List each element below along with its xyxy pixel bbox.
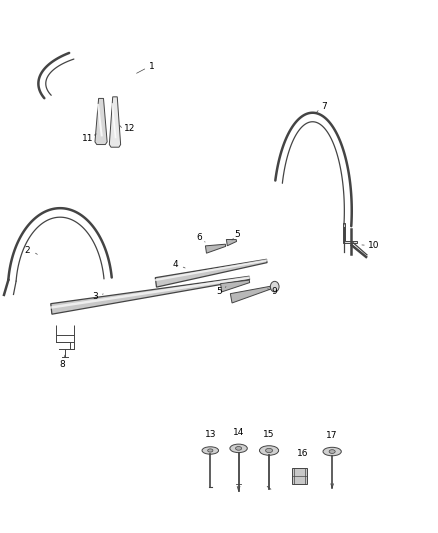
Polygon shape: [205, 244, 226, 253]
Text: 16: 16: [297, 449, 309, 458]
Text: 2: 2: [25, 246, 30, 255]
Text: 8: 8: [60, 360, 65, 369]
Text: 12: 12: [124, 124, 135, 133]
Ellipse shape: [259, 446, 279, 455]
Text: 6: 6: [197, 233, 202, 242]
Text: 10: 10: [368, 241, 379, 250]
Polygon shape: [221, 280, 250, 292]
Ellipse shape: [329, 450, 335, 454]
Ellipse shape: [236, 447, 242, 450]
Polygon shape: [343, 223, 357, 243]
Text: 4: 4: [173, 261, 178, 269]
Text: 5: 5: [216, 287, 222, 296]
Text: 9: 9: [272, 287, 278, 296]
Polygon shape: [226, 239, 237, 246]
Polygon shape: [155, 260, 267, 287]
Text: 1: 1: [148, 62, 155, 70]
Polygon shape: [230, 286, 271, 303]
Text: 5: 5: [234, 230, 240, 239]
Text: 11: 11: [82, 134, 93, 143]
Polygon shape: [95, 99, 107, 144]
Text: 15: 15: [263, 430, 275, 439]
Ellipse shape: [202, 447, 219, 454]
FancyBboxPatch shape: [292, 468, 307, 484]
Text: 17: 17: [326, 431, 338, 440]
Ellipse shape: [230, 444, 247, 453]
Polygon shape: [110, 97, 120, 147]
Ellipse shape: [323, 447, 341, 456]
Text: 13: 13: [205, 430, 216, 439]
Text: 14: 14: [233, 428, 244, 437]
Circle shape: [270, 281, 279, 292]
Polygon shape: [51, 276, 250, 314]
Ellipse shape: [208, 449, 213, 452]
Text: 3: 3: [92, 292, 98, 301]
Ellipse shape: [265, 448, 272, 453]
Text: 7: 7: [321, 102, 327, 111]
